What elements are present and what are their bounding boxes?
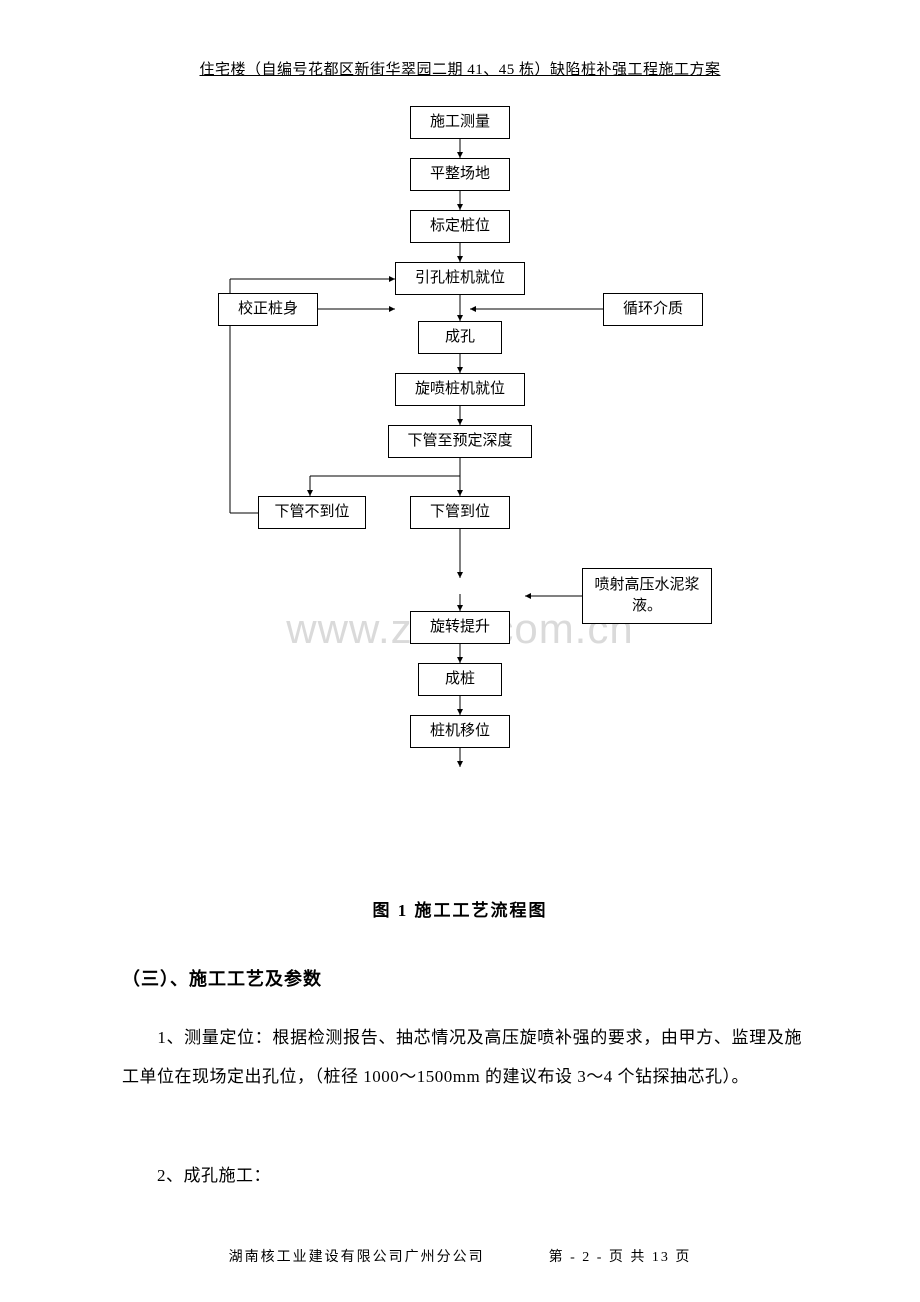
node-rotate: 旋转提升 <box>410 611 510 644</box>
node-guide-rig: 引孔桩机就位 <box>395 262 525 295</box>
paragraph-1: 1、测量定位：根据检测报告、抽芯情况及高压旋喷补强的要求，由甲方、监理及施工单位… <box>122 1018 802 1096</box>
node-pipe-fail: 下管不到位 <box>258 496 366 529</box>
node-lower-pipe: 下管至预定深度 <box>388 425 532 458</box>
node-hole: 成孔 <box>418 321 502 354</box>
node-move: 桩机移位 <box>410 715 510 748</box>
page-footer: 湖南核工业建设有限公司广州分公司 第 - 2 - 页 共 13 页 <box>0 1246 920 1266</box>
node-jet-cement: 喷射高压水泥浆液。 <box>582 568 712 624</box>
paragraph-2: 2、成孔施工： <box>122 1156 802 1195</box>
flowchart-caption: 图 1 施工工艺流程图 <box>0 896 920 921</box>
node-jet-rig: 旋喷桩机就位 <box>395 373 525 406</box>
node-pipe-ok: 下管到位 <box>410 496 510 529</box>
node-survey: 施工测量 <box>410 106 510 139</box>
flowchart-container: 施工测量 平整场地 标定桩位 引孔桩机就位 成孔 旋喷桩机就位 下管至预定深度 … <box>0 96 920 856</box>
node-pile: 成桩 <box>418 663 502 696</box>
section-heading: （三）、施工工艺及参数 <box>122 965 322 991</box>
node-medium: 循环介质 <box>603 293 703 326</box>
page-header: 住宅楼（自编号花都区新街华翠园二期 41、45 栋）缺陷桩补强工程施工方案 <box>0 58 920 79</box>
node-level: 平整场地 <box>410 158 510 191</box>
node-correct: 校正桩身 <box>218 293 318 326</box>
node-mark: 标定桩位 <box>410 210 510 243</box>
